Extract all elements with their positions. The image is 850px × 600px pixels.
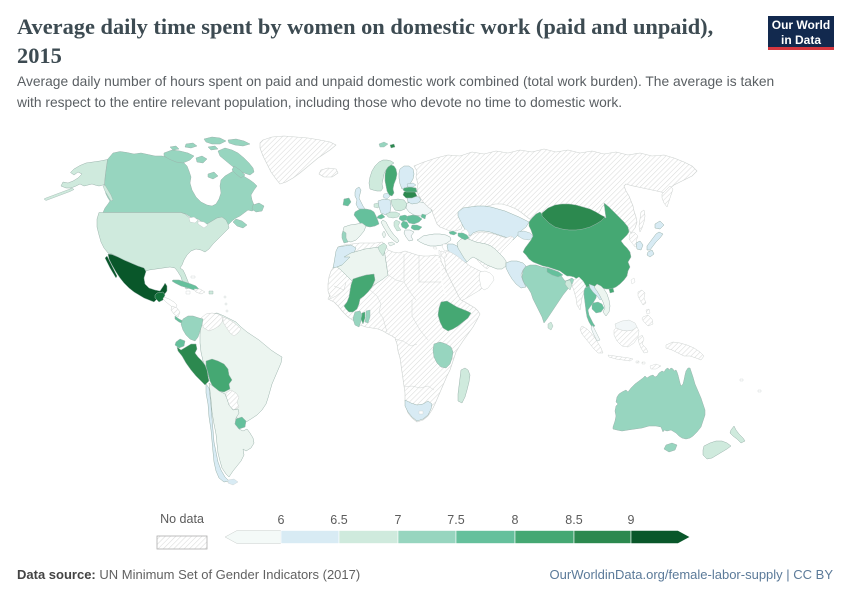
svg-text:8: 8 bbox=[512, 513, 519, 527]
svg-text:6.5: 6.5 bbox=[330, 513, 347, 527]
svg-text:7.5: 7.5 bbox=[447, 513, 464, 527]
svg-text:6: 6 bbox=[278, 513, 285, 527]
svg-text:7: 7 bbox=[395, 513, 402, 527]
svg-text:8.5: 8.5 bbox=[565, 513, 582, 527]
svg-text:9: 9 bbox=[628, 513, 635, 527]
